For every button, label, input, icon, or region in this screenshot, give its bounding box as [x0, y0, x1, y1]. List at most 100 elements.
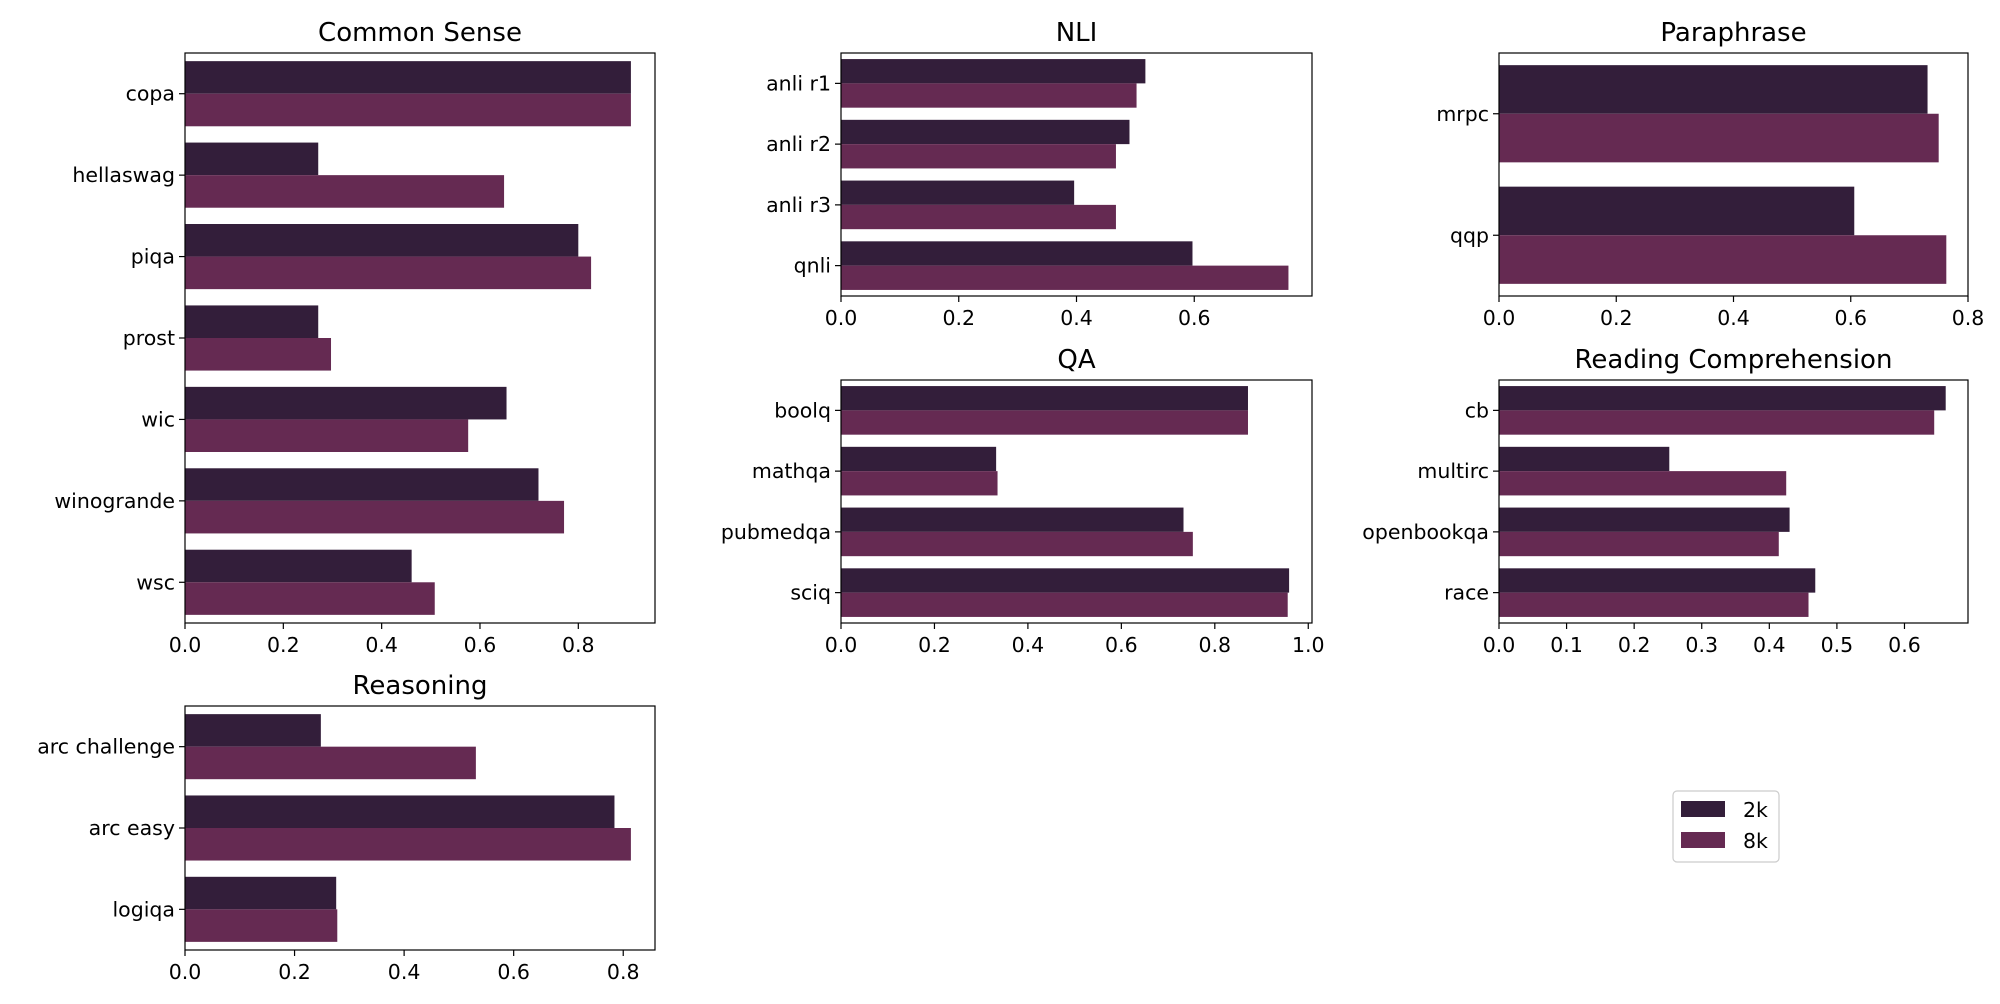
bar-8k-sciq	[841, 592, 1288, 617]
bar-8k-mathqa	[841, 471, 998, 496]
x-tick-label: 0.8	[562, 633, 595, 657]
bar-8k-hellaswag	[185, 175, 505, 208]
y-tick-label: race	[1444, 581, 1489, 605]
bar-8k-piqa	[185, 256, 592, 290]
bar-2k-race	[1499, 568, 1816, 593]
bar-8k-boolq	[841, 410, 1248, 435]
x-tick-label: 0.1	[1550, 633, 1583, 657]
subplot-title: Paraphrase	[1660, 18, 1806, 48]
x-tick-label: 0.8	[1199, 633, 1232, 657]
bar-8k-race	[1499, 592, 1809, 617]
x-tick-label: 1.0	[1292, 633, 1325, 657]
bar-2k-mrpc	[1499, 65, 1928, 114]
subplot-nli: NLI anli r1 anli r2 anli r3 qnli 0.0 0.2 0.4 0.6	[766, 18, 1313, 330]
x-tick-label: 0.2	[1618, 633, 1651, 657]
x-tick-label: 0.4	[1060, 306, 1093, 330]
bar-2k-wsc	[185, 549, 412, 583]
bar-8k-openbookqa	[1499, 531, 1779, 557]
x-tick-label: 0.6	[464, 633, 497, 657]
x-tick-label: 0.8	[1952, 306, 1985, 330]
y-tick-label: hellaswag	[72, 163, 175, 187]
axes-frame	[184, 705, 656, 951]
subplot-title: NLI	[1056, 18, 1098, 48]
x-tick-label: 0.0	[825, 633, 858, 657]
legend-label-8k: 8k	[1743, 829, 1768, 853]
legend-swatch-8k	[1681, 832, 1725, 848]
bar-2k-qnli	[841, 241, 1193, 266]
bar-8k-qnli	[841, 265, 1289, 290]
bar-8k-multirc	[1499, 471, 1787, 496]
y-tick-label: mrpc	[1436, 102, 1489, 126]
y-tick-label: qqp	[1450, 223, 1489, 247]
bar-2k-arc-challenge	[185, 714, 321, 747]
y-tick-label: prost	[123, 326, 175, 350]
bar-2k-piqa	[185, 224, 579, 257]
x-tick-label: 0.0	[1483, 633, 1516, 657]
y-tick-label: qnli	[794, 254, 831, 278]
subplot-paraphrase: Paraphrase mrpc qqp 0.0 0.2 0.4 0.6 0.8	[1436, 18, 1984, 330]
x-tick-label: 0.2	[942, 306, 975, 330]
y-tick-label: anli r1	[766, 71, 831, 95]
bar-2k-anli-r3	[841, 180, 1075, 205]
x-tick-label: 0.2	[278, 960, 311, 984]
bar-8k-wsc	[185, 582, 435, 615]
bar-2k-logiqa	[185, 876, 337, 910]
y-tick-label: winogrande	[54, 489, 175, 513]
y-tick-label: openbookqa	[1362, 520, 1489, 544]
y-tick-label: boolq	[774, 398, 831, 422]
x-tick-label: 0.0	[1483, 306, 1516, 330]
bar-2k-sciq	[841, 568, 1290, 593]
bar-8k-cb	[1499, 410, 1935, 435]
bar-8k-pubmedqa	[841, 531, 1193, 557]
x-tick-label: 0.8	[607, 960, 640, 984]
bar-2k-arc-easy	[185, 795, 615, 828]
bar-2k-winogrande	[185, 468, 539, 501]
x-tick-label: 0.6	[1888, 633, 1921, 657]
subplot-title: QA	[1057, 345, 1095, 375]
x-tick-label: 0.6	[1105, 633, 1138, 657]
axes-frame	[840, 379, 1313, 624]
subplot-title: Reading Comprehension	[1575, 345, 1893, 375]
x-tick-label: 0.2	[1600, 306, 1633, 330]
bar-8k-arc-challenge	[185, 746, 476, 780]
bar-2k-anli-r1	[841, 59, 1146, 84]
bar-2k-wic	[185, 386, 507, 420]
y-tick-label: arc challenge	[37, 735, 175, 759]
subplot-reasoning: Reasoning arc challenge arc easy logiqa 0.0 0…	[37, 671, 656, 984]
y-tick-label: anli r2	[766, 132, 831, 156]
x-tick-label: 0.4	[388, 960, 421, 984]
x-tick-label: 0.6	[1834, 306, 1867, 330]
bar-2k-prost	[185, 305, 319, 338]
legend-swatch-2k	[1681, 801, 1725, 817]
bar-8k-arc-easy	[185, 828, 631, 861]
axes-frame	[1498, 379, 1969, 624]
bar-8k-logiqa	[185, 909, 338, 942]
x-tick-label: 0.5	[1821, 633, 1854, 657]
y-tick-label: arc easy	[89, 816, 175, 840]
subplot-title: Reasoning	[353, 671, 488, 701]
bar-8k-anli-r2	[841, 144, 1116, 169]
x-tick-label: 0.4	[1753, 633, 1786, 657]
axes-frame	[184, 52, 656, 624]
bar-2k-openbookqa	[1499, 507, 1790, 532]
bar-8k-winogrande	[185, 500, 565, 534]
bar-8k-anli-r1	[841, 83, 1137, 108]
y-tick-label: wic	[141, 407, 175, 431]
y-tick-label: copa	[126, 82, 175, 106]
subplot-qa: QA boolq mathqa pubmedqa sciq 0.0 0.2 0.4 0.6 0.8…	[721, 345, 1325, 657]
y-tick-label: multirc	[1417, 459, 1489, 483]
x-tick-label: 0.0	[169, 960, 202, 984]
bar-2k-pubmedqa	[841, 507, 1184, 532]
x-tick-label: 0.6	[1178, 306, 1211, 330]
y-tick-label: mathqa	[752, 459, 831, 483]
axes-frame	[1498, 52, 1969, 297]
x-tick-label: 0.0	[825, 306, 858, 330]
x-tick-label: 0.0	[169, 633, 202, 657]
bar-8k-prost	[185, 338, 332, 371]
y-tick-label: anli r3	[766, 193, 831, 217]
axes-frame	[840, 52, 1313, 297]
bar-2k-qqp	[1499, 186, 1855, 236]
y-tick-label: wsc	[136, 570, 175, 594]
